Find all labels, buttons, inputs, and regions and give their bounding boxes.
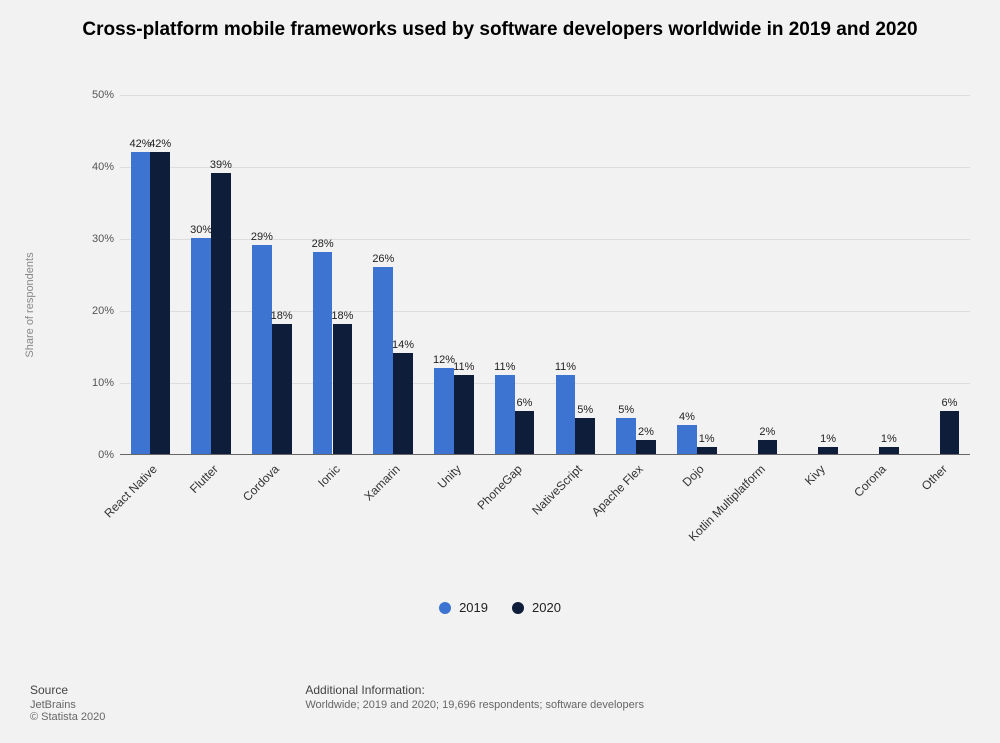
bar-value-label: 1%	[881, 433, 897, 445]
x-tick: NativeScript	[530, 462, 586, 518]
y-tick: 10%	[92, 377, 114, 389]
x-tick: Other	[918, 462, 949, 493]
copyright: © Statista 2020	[30, 711, 105, 723]
y-tick: 40%	[92, 161, 114, 173]
footer: Source JetBrains © Statista 2020 Additio…	[30, 683, 970, 723]
bar-value-label: 11%	[453, 361, 474, 373]
legend-label: 2020	[532, 600, 561, 615]
x-tick: Xamarin	[362, 462, 403, 503]
bar-value-label: 6%	[942, 397, 958, 409]
bar-value-label: 5%	[618, 404, 634, 416]
bar-value-label: 18%	[271, 310, 293, 322]
x-tick: React Native	[102, 462, 160, 520]
info-text: Worldwide; 2019 and 2020; 19,696 respond…	[305, 699, 644, 711]
y-axis-label: Share of respondents	[24, 252, 36, 357]
bar: 6%	[515, 411, 535, 454]
bar-value-label: 42%	[129, 138, 151, 150]
bar-value-label: 28%	[312, 238, 334, 250]
x-tick: Apache Flex	[589, 462, 646, 519]
info-heading: Additional Information:	[305, 683, 644, 697]
bar: 26%	[373, 267, 393, 454]
bar-value-label: 14%	[392, 339, 414, 351]
grid-line	[120, 239, 970, 240]
bar: 2%	[636, 440, 656, 454]
bar-value-label: 42%	[149, 138, 171, 150]
bar-value-label: 1%	[820, 433, 836, 445]
bar: 18%	[272, 324, 292, 454]
y-tick: 50%	[92, 89, 114, 101]
bar-value-label: 11%	[555, 361, 576, 373]
legend: 2019 2020	[0, 600, 1000, 615]
bar-value-label: 2%	[638, 426, 654, 438]
y-tick: 0%	[98, 449, 114, 461]
bar: 2%	[758, 440, 778, 454]
bar: 4%	[677, 425, 697, 454]
bar-value-label: 12%	[433, 354, 455, 366]
bar-value-label: 11%	[494, 361, 515, 373]
legend-swatch	[439, 602, 451, 614]
bar: 29%	[252, 245, 272, 454]
x-tick: Dojo	[679, 462, 706, 489]
legend-item: 2020	[512, 600, 561, 615]
legend-swatch	[512, 602, 524, 614]
bar-value-label: 6%	[517, 397, 533, 409]
bar-value-label: 18%	[331, 310, 353, 322]
bar: 1%	[818, 447, 838, 454]
y-tick: 30%	[92, 233, 114, 245]
bar: 5%	[575, 418, 595, 454]
bar: 12%	[434, 368, 454, 454]
bar: 30%	[191, 238, 211, 454]
x-tick: Cordova	[240, 462, 282, 504]
source-block: Source JetBrains © Statista 2020	[30, 683, 105, 723]
x-tick: Unity	[435, 462, 464, 491]
legend-label: 2019	[459, 600, 488, 615]
x-tick: Corona	[851, 462, 889, 500]
bar-value-label: 5%	[577, 404, 593, 416]
bar-value-label: 30%	[190, 224, 212, 236]
bar: 39%	[211, 173, 231, 454]
bar: 11%	[556, 375, 576, 454]
grid-line	[120, 383, 970, 384]
bar-value-label: 4%	[679, 411, 695, 423]
plot-area: 0%10%20%30%40%50%42%42%React Native30%39…	[120, 95, 970, 455]
bar: 28%	[313, 252, 333, 454]
bar: 5%	[616, 418, 636, 454]
info-block: Additional Information: Worldwide; 2019 …	[305, 683, 644, 723]
bar: 42%	[131, 152, 151, 454]
bar-value-label: 2%	[759, 426, 775, 438]
source-text: JetBrains	[30, 699, 105, 711]
bar: 42%	[150, 152, 170, 454]
x-tick: Kivy	[802, 462, 828, 488]
x-tick: Flutter	[187, 462, 221, 496]
bar-value-label: 29%	[251, 231, 273, 243]
grid-line	[120, 311, 970, 312]
source-heading: Source	[30, 683, 105, 697]
bar-value-label: 26%	[372, 253, 394, 265]
x-tick: PhoneGap	[474, 462, 524, 512]
grid-line	[120, 95, 970, 96]
bar: 14%	[393, 353, 413, 454]
x-tick: Ionic	[315, 462, 343, 490]
bar-value-label: 1%	[699, 433, 715, 445]
chart-area: Share of respondents 0%10%20%30%40%50%42…	[70, 95, 970, 515]
y-tick: 20%	[92, 305, 114, 317]
bar: 18%	[333, 324, 353, 454]
grid-line	[120, 167, 970, 168]
bar-value-label: 39%	[210, 159, 232, 171]
bar: 1%	[879, 447, 899, 454]
bar: 6%	[940, 411, 960, 454]
bar: 11%	[454, 375, 474, 454]
legend-item: 2019	[439, 600, 488, 615]
bar: 1%	[697, 447, 717, 454]
bar: 11%	[495, 375, 515, 454]
chart-title: Cross-platform mobile frameworks used by…	[0, 0, 1000, 43]
